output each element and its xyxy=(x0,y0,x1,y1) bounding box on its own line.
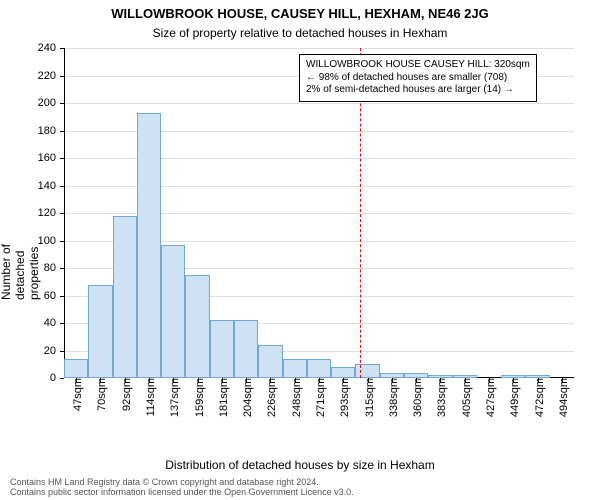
histogram-bar xyxy=(88,285,112,379)
xtick-label: 360sqm xyxy=(408,378,424,417)
histogram-bar xyxy=(258,345,282,378)
xtick-label: 159sqm xyxy=(190,378,206,417)
property-size-chart: WILLOWBROOK HOUSE, CAUSEY HILL, HEXHAM, … xyxy=(0,0,600,500)
gridline xyxy=(64,103,574,104)
ytick-label: 140 xyxy=(38,180,64,192)
chart-title: WILLOWBROOK HOUSE, CAUSEY HILL, HEXHAM, … xyxy=(0,6,600,21)
histogram-bar xyxy=(161,245,185,378)
ytick-label: 0 xyxy=(50,372,64,384)
ytick-label: 180 xyxy=(38,125,64,137)
histogram-bar xyxy=(355,364,379,378)
xtick-label: 427sqm xyxy=(481,378,497,417)
xtick-label: 181sqm xyxy=(214,378,230,417)
histogram-bar xyxy=(210,320,234,378)
xtick-label: 383sqm xyxy=(432,378,448,417)
xtick-label: 114sqm xyxy=(141,378,157,416)
xtick-label: 248sqm xyxy=(287,378,303,417)
xtick-label: 47sqm xyxy=(68,378,84,411)
ytick-label: 80 xyxy=(44,262,64,274)
ytick-label: 200 xyxy=(38,97,64,109)
ytick-label: 20 xyxy=(44,345,64,357)
ytick-label: 120 xyxy=(38,207,64,219)
annotation-line-3: 2% of semi-detached houses are larger (1… xyxy=(306,84,530,97)
ytick-label: 160 xyxy=(38,152,64,164)
histogram-bar xyxy=(137,113,161,378)
histogram-bar xyxy=(234,320,258,378)
ytick-label: 100 xyxy=(38,235,64,247)
xtick-label: 338sqm xyxy=(384,378,400,417)
ytick-label: 240 xyxy=(38,42,64,54)
xtick-label: 293sqm xyxy=(335,378,351,417)
footer-line-2: Contains public sector information licen… xyxy=(10,488,354,498)
histogram-bar xyxy=(283,359,307,378)
histogram-bar xyxy=(113,216,137,378)
xtick-label: 405sqm xyxy=(457,378,473,417)
xtick-label: 449sqm xyxy=(505,378,521,417)
x-axis-label: Distribution of detached houses by size … xyxy=(0,458,600,472)
xtick-label: 137sqm xyxy=(165,378,181,417)
histogram-bar xyxy=(307,359,331,378)
xtick-label: 226sqm xyxy=(262,378,278,417)
gridline xyxy=(64,48,574,49)
annotation-line-2: ← 98% of detached houses are smaller (70… xyxy=(306,72,530,85)
chart-subtitle: Size of property relative to detached ho… xyxy=(0,26,600,40)
ytick-label: 220 xyxy=(38,70,64,82)
xtick-label: 70sqm xyxy=(92,378,108,411)
chart-footer: Contains HM Land Registry data © Crown c… xyxy=(10,478,354,498)
annotation-box: WILLOWBROOK HOUSE CAUSEY HILL: 320sqm← 9… xyxy=(299,54,537,102)
xtick-label: 315sqm xyxy=(360,378,376,417)
xtick-label: 271sqm xyxy=(311,378,327,417)
xtick-label: 494sqm xyxy=(554,378,570,417)
xtick-label: 92sqm xyxy=(117,378,133,411)
ytick-label: 40 xyxy=(44,317,64,329)
xtick-label: 204sqm xyxy=(238,378,254,417)
annotation-line-1: WILLOWBROOK HOUSE CAUSEY HILL: 320sqm xyxy=(306,59,530,72)
xtick-label: 472sqm xyxy=(530,378,546,417)
ytick-label: 60 xyxy=(44,290,64,302)
histogram-bar xyxy=(331,367,355,378)
histogram-bar xyxy=(185,275,209,378)
histogram-bar xyxy=(64,359,88,378)
plot-area: 02040608010012014016018020022024047sqm70… xyxy=(64,48,574,378)
